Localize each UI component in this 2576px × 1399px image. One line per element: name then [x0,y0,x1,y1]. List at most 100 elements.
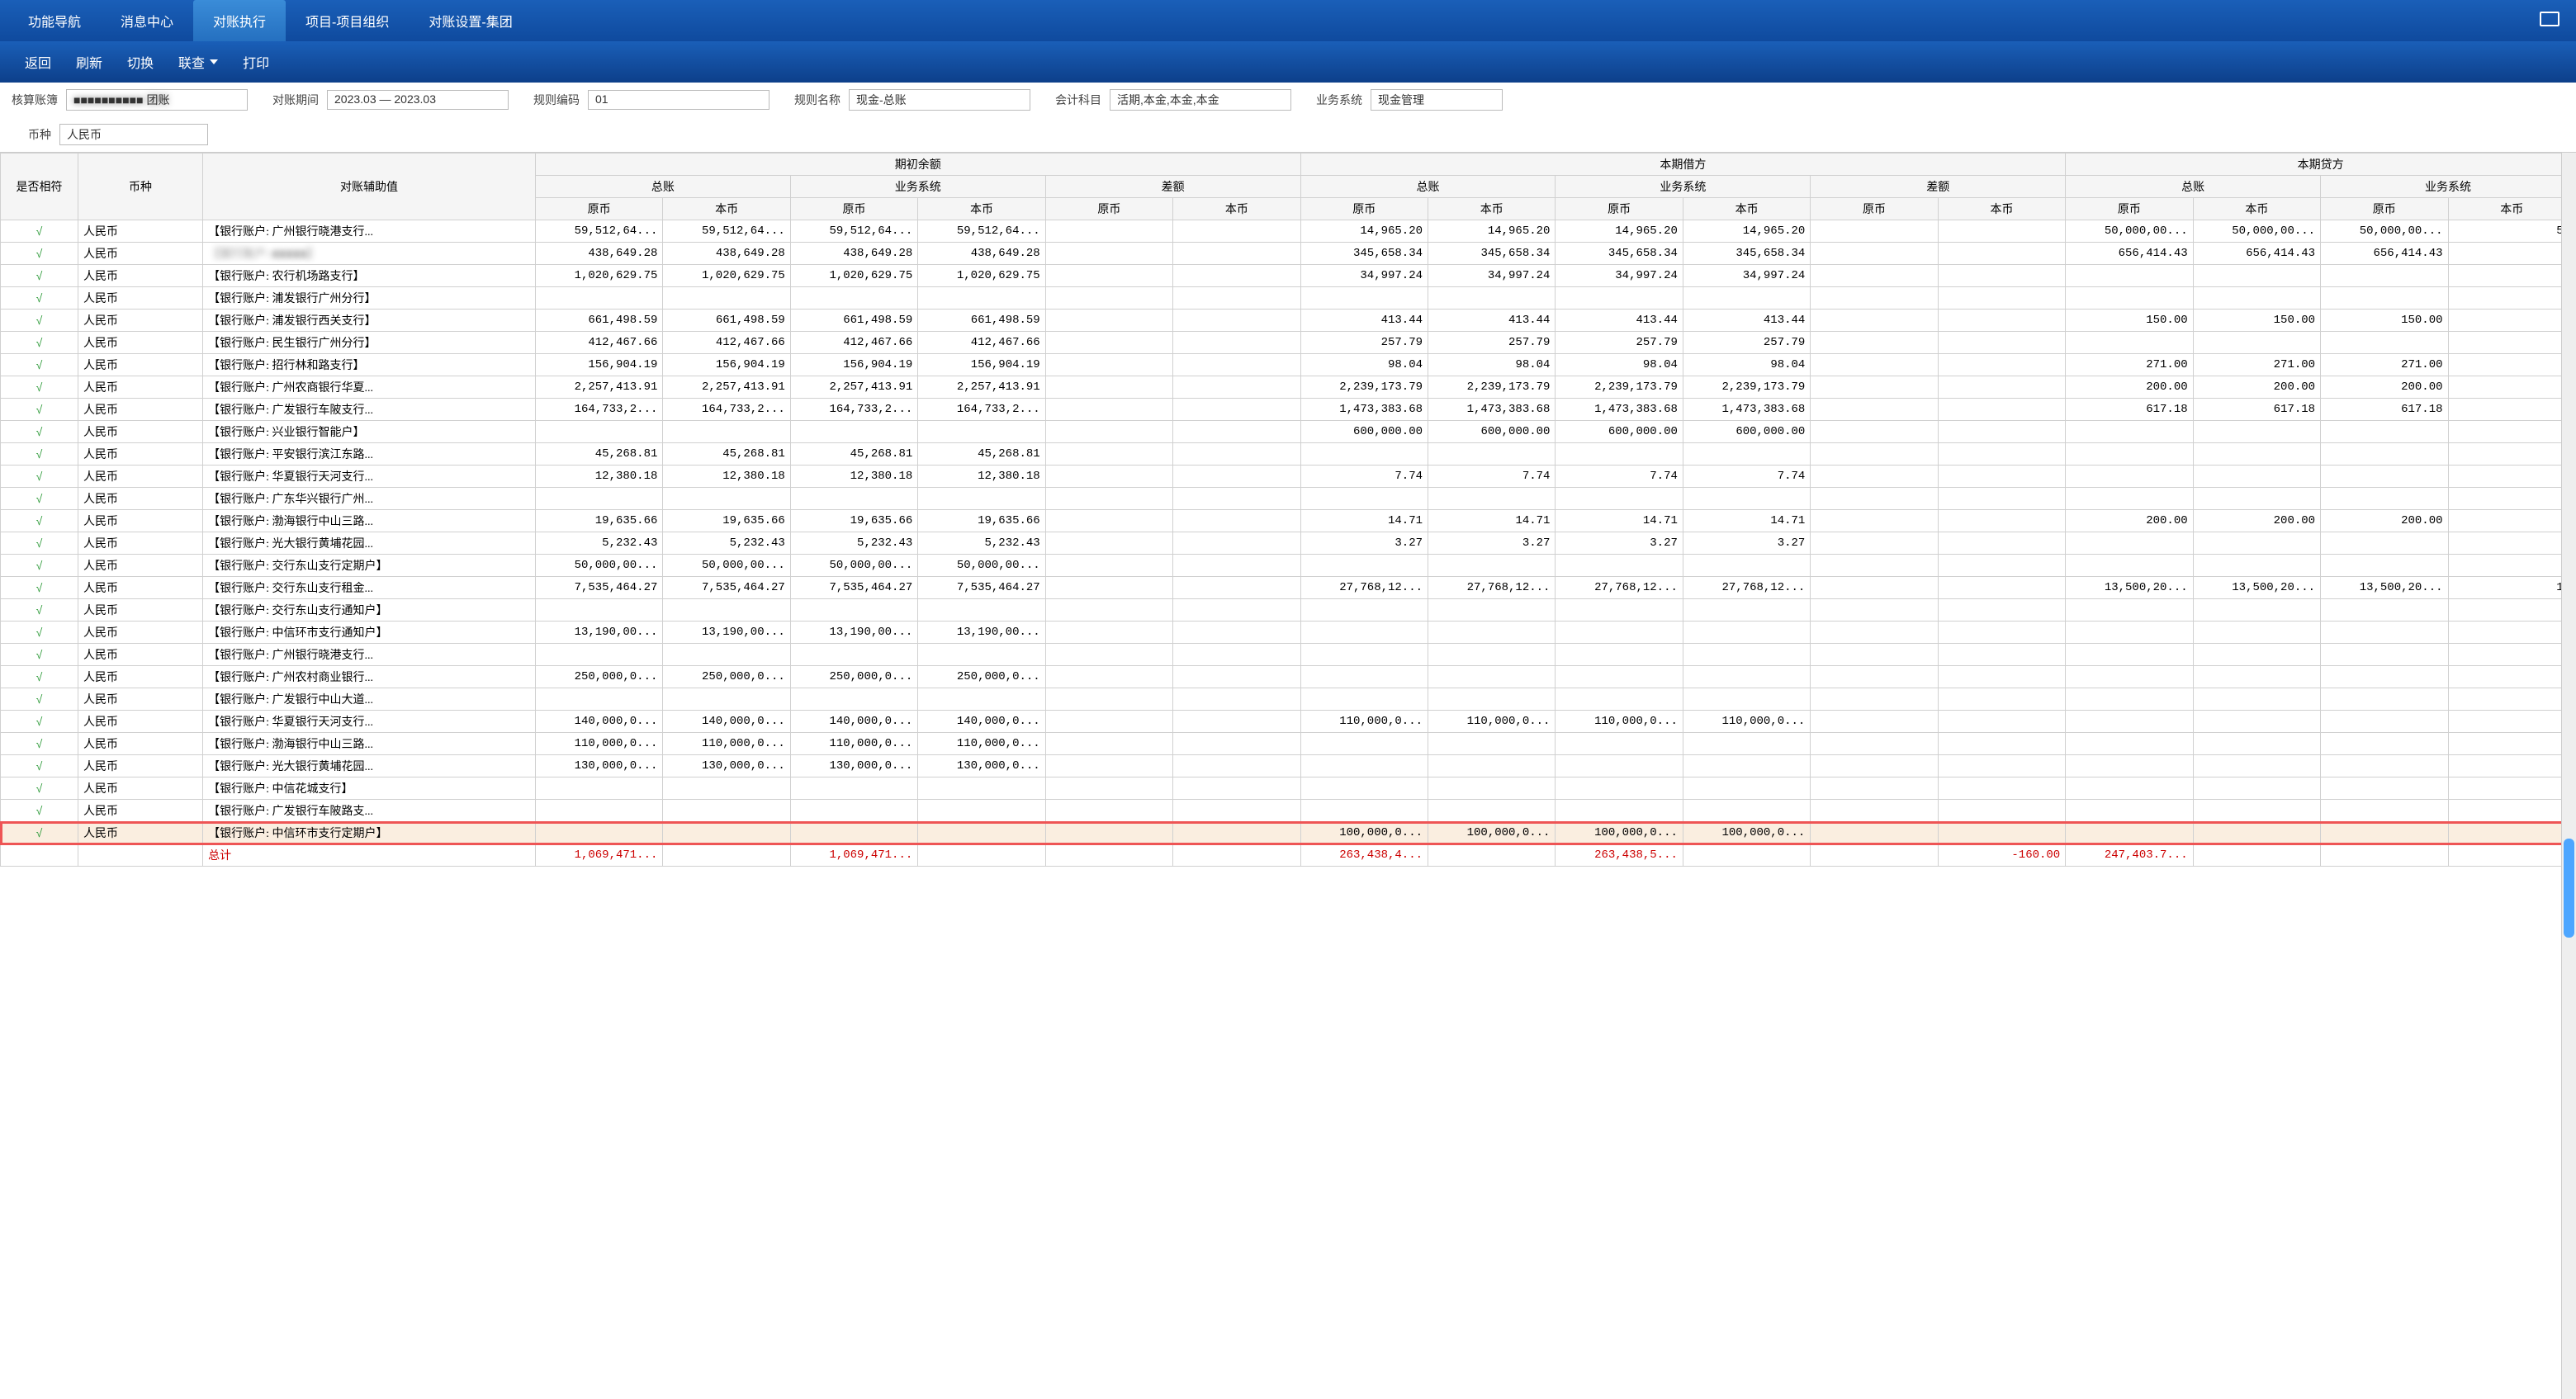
value-cell [2448,688,2575,711]
table-row[interactable]: √人民币【银行账户: 华夏银行天河支行...12,380.1812,380.18… [1,466,2576,488]
value-cell [1938,733,2065,755]
aux-cell: 【银行账户: ■■■■■】 [203,243,536,265]
value-cell: 130,000,0... [790,755,917,777]
value-cell [1811,599,1938,622]
value-cell: 156,904.19 [790,354,917,376]
value-cell: 110,000,0... [535,733,662,755]
period-input[interactable]: 2023.03 — 2023.03 [327,90,509,110]
value-cell [2193,466,2320,488]
tab-0[interactable]: 功能导航 [8,0,101,41]
value-cell: 661,498.59 [918,310,1045,332]
table-row[interactable]: √人民币【银行账户: 光大银行黄埔花园...5,232.435,232.435,… [1,532,2576,555]
value-cell [2448,354,2575,376]
value-cell [2448,711,2575,733]
value-cell [1938,488,2065,510]
rulecode-input[interactable]: 01 [588,90,769,110]
value-cell [2066,711,2193,733]
table-row[interactable]: √人民币【银行账户: 浦发银行西关支行】661,498.59661,498.59… [1,310,2576,332]
table-row[interactable]: √人民币【银行账户: 交行东山支行租金...7,535,464.277,535,… [1,577,2576,599]
tab-1[interactable]: 消息中心 [101,0,193,41]
refresh-button[interactable]: 刷新 [76,52,102,72]
table-row[interactable]: √人民币【银行账户: 中信环市支行定期户】100,000,0...100,000… [1,822,2576,844]
table-row[interactable]: √人民币【银行账户: 交行东山支行定期户】50,000,00...50,000,… [1,555,2576,577]
table-row[interactable]: √人民币【银行账户: 广发银行车陂路支... [1,800,2576,822]
col-header: 本币 [2448,198,2575,220]
value-cell [1811,577,1938,599]
value-cell [1045,354,1172,376]
table-row[interactable]: √人民币【银行账户: 光大银行黄埔花园...130,000,0...130,00… [1,755,2576,777]
rulename-input[interactable]: 现金-总账 [849,89,1030,111]
back-button[interactable]: 返回 [25,52,51,72]
table-row[interactable]: √人民币【银行账户: 民生银行广州分行】412,467.66412,467.66… [1,332,2576,354]
value-cell [1683,733,1810,755]
value-cell [1045,443,1172,466]
aux-cell: 【银行账户: 光大银行黄埔花园... [203,755,536,777]
table-row[interactable]: √人民币【银行账户: 招行林和路支行】156,904.19156,904.191… [1,354,2576,376]
value-cell: 98.04 [1556,354,1683,376]
value-cell [535,822,662,844]
table-row[interactable]: √人民币【银行账户: 广东华兴银行广州... [1,488,2576,510]
currency-input[interactable]: 人民币 [59,124,208,145]
table-row[interactable]: √人民币【银行账户: 渤海银行中山三路...19,635.6619,635.66… [1,510,2576,532]
switch-button[interactable]: 切换 [127,52,154,72]
value-cell [535,599,662,622]
currency-cell: 人民币 [78,421,203,443]
value-cell [1938,532,2065,555]
value-cell [1173,777,1300,800]
table-row[interactable]: √人民币【银行账户: 广州农商银行华夏...2,257,413.912,257,… [1,376,2576,399]
table-row[interactable]: √人民币【银行账户: 渤海银行中山三路...110,000,0...110,00… [1,733,2576,755]
table-row[interactable]: √人民币【银行账户: 广州银行晓港支行... [1,644,2576,666]
value-cell: 600,000.00 [1683,421,1810,443]
ledger-input[interactable]: ■■■■■■■■■■ 团账 [66,89,248,111]
value-cell: 617.18 [2193,399,2320,421]
table-row[interactable]: √人民币【银行账户: 广州银行晓港支行...59,512,64...59,512… [1,220,2576,243]
value-cell [1045,466,1172,488]
link-query-button[interactable]: 联查 [178,52,218,72]
table-row[interactable]: √人民币【银行账户: 广发银行车陂支行...164,733,2...164,73… [1,399,2576,421]
value-cell: 50,000,00... [790,555,917,577]
col-header: 原币 [1556,198,1683,220]
table-row[interactable]: √人民币【银行账户: 兴业银行智能户】600,000.00600,000.006… [1,421,2576,443]
value-cell [1811,822,1938,844]
maximize-icon[interactable] [2540,12,2559,26]
table-row[interactable]: √人民币【银行账户: 中信花城支行】 [1,777,2576,800]
value-cell [1556,622,1683,644]
table-row[interactable]: √人民币【银行账户: 广州农村商业银行...250,000,0...250,00… [1,666,2576,688]
match-cell: √ [1,354,78,376]
value-cell: 34,997.24 [1683,265,1810,287]
table-row[interactable]: √人民币【银行账户: 浦发银行广州分行】 [1,287,2576,310]
tab-4[interactable]: 对账设置-集团 [409,0,532,41]
reconciliation-grid[interactable]: 是否相符币种对账辅助值期初余额本期借方本期贷方总账业务系统差额总账业务系统差额总… [0,153,2576,867]
value-cell: 345,658.34 [1556,243,1683,265]
value-cell [1811,777,1938,800]
print-button[interactable]: 打印 [243,52,269,72]
vertical-scrollbar[interactable] [2561,153,2576,1399]
scrollbar-thumb[interactable] [2564,839,2574,938]
value-cell [2193,599,2320,622]
value-cell: 7.74 [1683,466,1810,488]
tab-3[interactable]: 项目-项目组织 [286,0,409,41]
bizsys-input[interactable]: 现金管理 [1371,89,1503,111]
value-cell [2448,755,2575,777]
table-row[interactable]: √人民币【银行账户: 中信环市支行通知户】13,190,00...13,190,… [1,622,2576,644]
col-header: 本币 [663,198,790,220]
value-cell [663,421,790,443]
value-cell [1938,599,2065,622]
subject-input[interactable]: 活期,本金,本金,本金 [1110,89,1291,111]
table-row[interactable]: √人民币【银行账户: 平安银行滨江东路...45,268.8145,268.81… [1,443,2576,466]
value-cell [1045,822,1172,844]
aux-cell: 【银行账户: 渤海银行中山三路... [203,733,536,755]
value-cell [1811,243,1938,265]
table-row[interactable]: √人民币【银行账户: 交行东山支行通知户】 [1,599,2576,622]
value-cell: 156,904.19 [918,354,1045,376]
table-row[interactable]: √人民币【银行账户: 农行机场路支行】1,020,629.751,020,629… [1,265,2576,287]
tab-2[interactable]: 对账执行 [193,0,286,41]
currency-cell: 人民币 [78,666,203,688]
table-row[interactable]: √人民币【银行账户: 华夏银行天河支行...140,000,0...140,00… [1,711,2576,733]
value-cell [1045,510,1172,532]
table-row[interactable]: √人民币【银行账户: ■■■■■】438,649.28438,649.28438… [1,243,2576,265]
value-cell: 250,000,0... [790,666,917,688]
value-cell: 2,257,413.91 [663,376,790,399]
table-row[interactable]: √人民币【银行账户: 广发银行中山大道... [1,688,2576,711]
currency-cell: 人民币 [78,220,203,243]
